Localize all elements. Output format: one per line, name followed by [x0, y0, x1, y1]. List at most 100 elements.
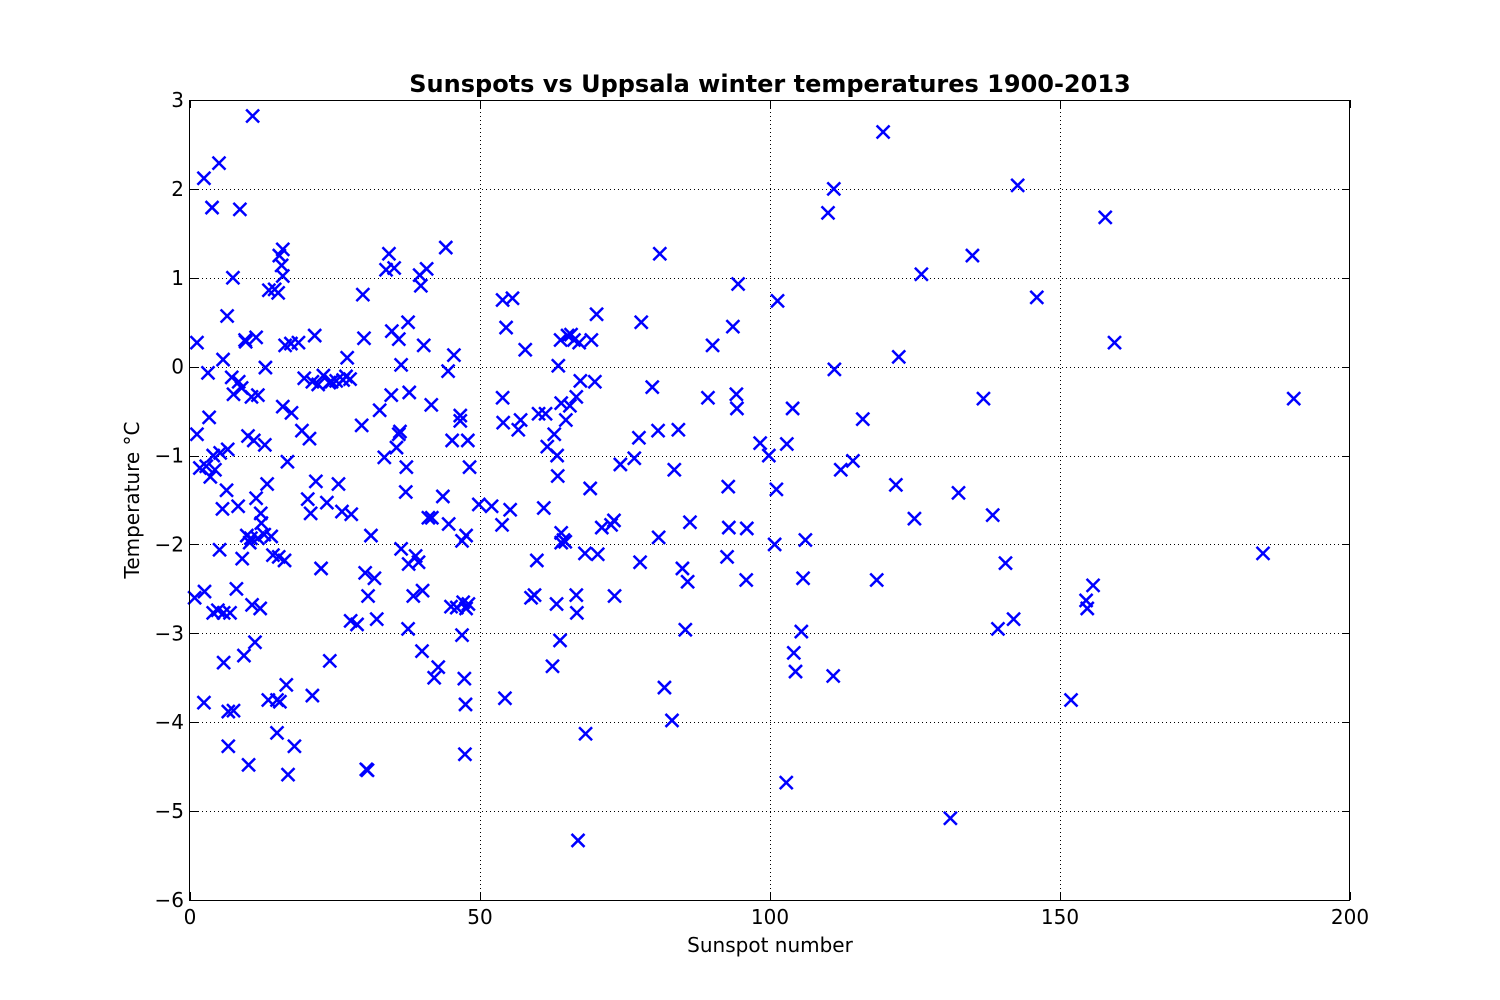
data-point [869, 572, 885, 588]
data-point [458, 528, 474, 543]
data-point [287, 738, 302, 754]
data-point [426, 670, 442, 686]
data-point [324, 374, 339, 390]
data-point [538, 406, 553, 422]
data-point [207, 462, 223, 478]
data-point [498, 320, 514, 335]
data-point [278, 677, 294, 693]
data-point [607, 588, 622, 604]
data-point [855, 411, 871, 427]
data-point [761, 448, 777, 463]
data-point [263, 529, 279, 544]
data-point [875, 124, 891, 140]
data-point [197, 584, 212, 599]
data-point [259, 476, 275, 492]
data-point [590, 546, 606, 562]
chart-title: Sunspots vs Uppsala winter temperatures … [409, 70, 1130, 98]
data-point [553, 395, 569, 411]
data-point [552, 633, 568, 648]
data-point [942, 810, 958, 826]
data-point [343, 506, 359, 522]
data-point [398, 459, 414, 475]
data-point [495, 415, 511, 431]
data-point [795, 570, 811, 586]
data-point [644, 379, 660, 395]
data-point [965, 248, 980, 263]
data-point [891, 349, 907, 365]
data-point [247, 634, 263, 650]
data-point [386, 260, 402, 276]
data-point [438, 240, 454, 255]
data-point [570, 833, 586, 848]
data-point [220, 704, 236, 719]
data-point [393, 357, 409, 373]
y-tick-label: 2 [171, 177, 184, 201]
data-point [985, 507, 1001, 523]
y-axis-label: Temperature °C [120, 421, 144, 579]
data-point [788, 664, 803, 679]
data-point [420, 510, 436, 526]
data-point [677, 622, 693, 638]
data-point [216, 655, 232, 671]
data-point [568, 389, 584, 405]
data-point [304, 688, 320, 703]
data-point [495, 390, 511, 406]
y-tick-label: −1 [155, 444, 184, 468]
data-point [216, 605, 232, 621]
data-point [1063, 692, 1079, 708]
data-point [531, 406, 546, 422]
data-point [907, 511, 922, 527]
data-point [633, 314, 649, 330]
data-point [280, 454, 295, 470]
data-point [721, 520, 737, 535]
data-point [307, 328, 323, 343]
data-point [413, 278, 429, 294]
data-point [220, 441, 236, 457]
data-point [196, 170, 212, 186]
data-point [381, 246, 397, 262]
data-point [212, 445, 228, 461]
data-point [322, 653, 338, 669]
data-point [198, 458, 214, 474]
data-point [998, 555, 1013, 571]
grid-lines [190, 100, 1350, 900]
data-point [705, 337, 720, 353]
data-point [196, 695, 212, 711]
data-point [557, 534, 573, 550]
data-point [568, 587, 584, 603]
data-point [204, 200, 220, 215]
data-point [1010, 177, 1026, 193]
data-point [405, 588, 421, 604]
data-point [275, 268, 291, 284]
y-tick-label: −6 [155, 888, 184, 912]
data-point [200, 365, 216, 381]
data-point [594, 520, 610, 535]
data-point [582, 481, 598, 496]
data-point [770, 293, 785, 309]
data-point [549, 596, 564, 612]
data-point [229, 581, 244, 597]
data-point [272, 694, 288, 710]
data-point [308, 473, 324, 489]
data-point [631, 430, 647, 446]
data-point [458, 601, 474, 616]
data-point [270, 285, 286, 301]
data-point [383, 387, 399, 403]
data-point [513, 412, 528, 428]
data-point [339, 350, 355, 366]
data-point [738, 572, 754, 588]
data-point [457, 746, 473, 762]
data-point [562, 398, 578, 414]
y-tick-label: −5 [155, 799, 184, 823]
x-tick-label: 100 [751, 905, 789, 929]
data-point [454, 627, 470, 643]
data-point [494, 517, 510, 533]
data-point [720, 479, 736, 495]
data-point [242, 535, 258, 551]
data-point [248, 329, 264, 345]
data-point [502, 502, 518, 518]
data-point [261, 282, 277, 298]
data-point [302, 431, 317, 447]
data-point [415, 583, 430, 599]
data-point [342, 371, 358, 387]
